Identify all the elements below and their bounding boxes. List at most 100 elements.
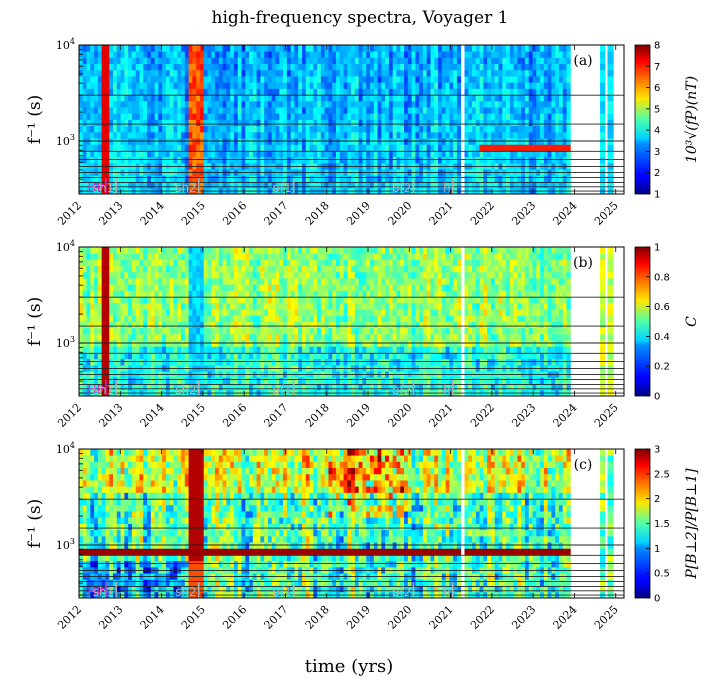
heatmap-cell bbox=[94, 278, 99, 285]
heatmap-cell bbox=[475, 94, 481, 102]
heatmap-cell bbox=[260, 247, 265, 254]
heatmap-cell bbox=[165, 278, 171, 285]
heatmap-cell bbox=[339, 175, 344, 182]
heatmap-cell bbox=[101, 352, 106, 360]
heatmap-cell bbox=[158, 259, 163, 267]
heatmap-cell bbox=[184, 383, 189, 391]
heatmap-cell bbox=[82, 57, 87, 65]
heatmap-cell bbox=[430, 82, 435, 89]
heatmap-cell bbox=[105, 253, 110, 260]
heatmap-cell bbox=[279, 327, 284, 335]
heatmap-cell bbox=[441, 100, 447, 108]
heatmap-cell bbox=[400, 51, 405, 58]
heatmap-cell bbox=[354, 119, 360, 127]
heatmap-cell bbox=[324, 119, 329, 127]
x-tick-label: 2014 bbox=[138, 199, 167, 228]
heatmap-cell bbox=[218, 352, 224, 360]
heatmap-cell bbox=[264, 321, 269, 329]
heatmap-cell bbox=[113, 94, 118, 102]
heatmap-cell bbox=[362, 181, 367, 189]
heatmap-cell bbox=[196, 150, 201, 158]
heatmap-cell bbox=[415, 156, 420, 164]
heatmap-cell bbox=[105, 45, 110, 52]
heatmap-cell bbox=[562, 113, 567, 120]
heatmap-cell bbox=[97, 247, 103, 254]
heatmap-cell bbox=[135, 69, 140, 77]
heatmap-cell bbox=[313, 296, 318, 304]
heatmap-cell bbox=[101, 69, 106, 77]
heatmap-cell bbox=[434, 51, 439, 58]
heatmap-cell bbox=[249, 45, 254, 52]
heatmap-cell bbox=[294, 346, 299, 353]
heatmap-cell bbox=[222, 94, 227, 102]
heatmap-cell bbox=[150, 259, 155, 267]
heatmap-cell bbox=[513, 175, 518, 182]
heatmap-cell bbox=[562, 107, 567, 114]
heatmap-cell bbox=[336, 327, 341, 335]
heatmap-cell bbox=[82, 94, 87, 102]
heatmap-cell bbox=[475, 144, 481, 151]
heatmap-cell bbox=[294, 290, 299, 298]
heatmap-cell bbox=[347, 315, 352, 322]
heatmap-cell bbox=[388, 69, 394, 77]
heatmap-cell bbox=[267, 181, 273, 189]
heatmap-cell bbox=[468, 82, 473, 89]
heatmap-cell bbox=[305, 265, 310, 273]
heatmap-cell bbox=[332, 131, 337, 139]
heatmap-cell bbox=[139, 309, 144, 316]
heatmap-cell bbox=[169, 302, 174, 310]
heatmap-cell bbox=[373, 181, 378, 189]
heatmap-cell bbox=[392, 63, 397, 71]
heatmap-cell bbox=[215, 309, 220, 316]
heatmap-cell bbox=[101, 265, 106, 273]
heatmap-cell bbox=[490, 45, 496, 52]
heatmap-cell bbox=[290, 333, 295, 341]
heatmap-cell bbox=[498, 131, 503, 139]
heatmap-cell bbox=[260, 271, 265, 279]
heatmap-cell bbox=[343, 82, 348, 89]
heatmap-cell bbox=[169, 57, 174, 65]
heatmap-cell bbox=[607, 88, 614, 96]
heatmap-cell bbox=[169, 94, 174, 102]
heatmap-cell bbox=[320, 113, 326, 120]
heatmap-cell bbox=[245, 346, 250, 353]
heatmap-cell bbox=[249, 247, 254, 254]
heatmap-cell bbox=[109, 88, 114, 96]
heatmap-cell bbox=[97, 88, 103, 96]
heatmap-cell bbox=[362, 144, 367, 151]
heatmap-cell bbox=[279, 76, 284, 83]
heatmap-cell bbox=[181, 69, 186, 77]
heatmap-cell bbox=[309, 57, 314, 65]
heatmap-cell bbox=[358, 45, 363, 52]
heatmap-cell bbox=[173, 284, 178, 291]
heatmap-cell bbox=[517, 119, 522, 127]
heatmap-cell bbox=[339, 57, 344, 65]
heatmap-cell bbox=[336, 119, 341, 127]
heatmap-cell bbox=[192, 346, 197, 353]
heatmap-cell bbox=[113, 82, 118, 89]
heatmap-cell bbox=[116, 333, 121, 341]
heatmap-cell bbox=[237, 94, 242, 102]
heatmap-cell bbox=[82, 253, 87, 260]
heatmap-cell bbox=[517, 51, 522, 58]
heatmap-cell bbox=[354, 131, 360, 139]
heatmap-cell bbox=[358, 88, 363, 96]
heatmap-cell bbox=[113, 327, 118, 335]
heatmap-cell bbox=[438, 63, 443, 71]
heatmap-cell bbox=[313, 259, 318, 267]
heatmap-cell bbox=[506, 150, 511, 158]
heatmap-cell bbox=[419, 125, 424, 133]
heatmap-cell bbox=[517, 100, 522, 108]
heatmap-cell bbox=[540, 113, 545, 120]
heatmap-cell bbox=[313, 265, 318, 273]
heatmap-cell bbox=[317, 69, 322, 77]
heatmap-cell bbox=[196, 278, 201, 285]
heatmap-cell bbox=[320, 88, 326, 96]
heatmap-cell bbox=[404, 69, 409, 77]
heatmap-cell bbox=[169, 333, 174, 341]
heatmap-cell bbox=[135, 284, 140, 291]
heatmap-cell bbox=[438, 125, 443, 133]
heatmap-cell bbox=[498, 88, 503, 96]
heatmap-cell bbox=[162, 144, 167, 151]
heatmap-cell bbox=[336, 352, 341, 360]
